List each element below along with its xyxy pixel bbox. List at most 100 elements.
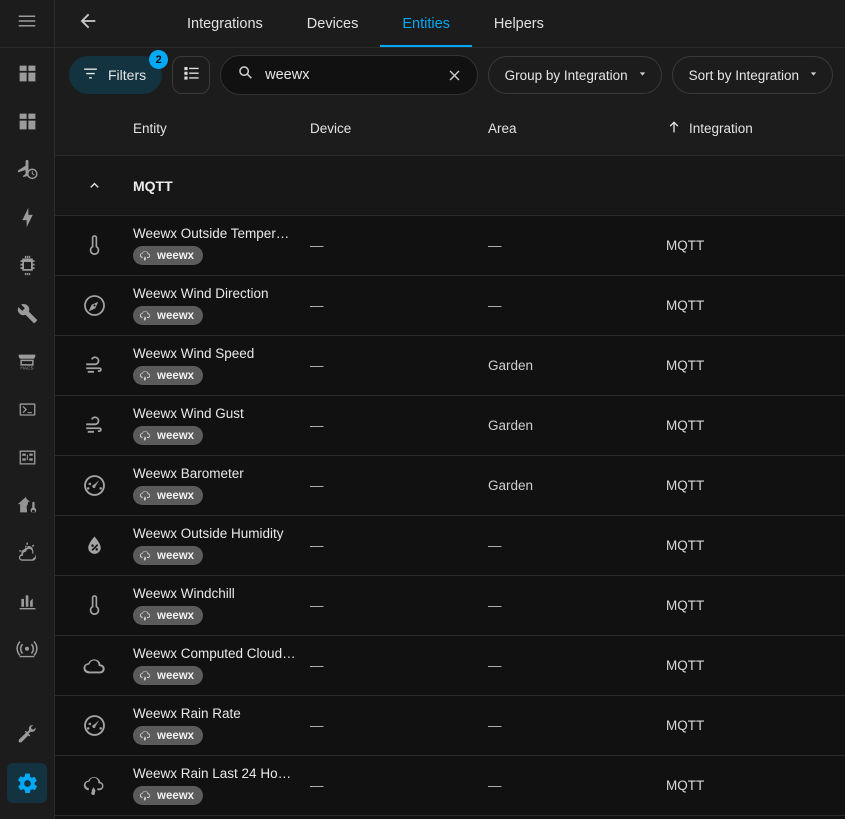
compass-icon — [55, 293, 133, 318]
area-cell: — — [488, 298, 502, 313]
entity-device-badge: weewx — [133, 246, 204, 265]
entity-cell: Weewx Wind Gust weewx — [133, 406, 310, 445]
entity-cell: Weewx Computed Cloud… weewx — [133, 646, 310, 685]
tab-integrations-label: Integrations — [187, 15, 263, 32]
area-cell: Garden — [488, 418, 534, 433]
filters-button[interactable]: Filters 2 — [69, 50, 169, 94]
entity-cell: Weewx Windchill weewx — [133, 586, 310, 625]
entity-cell: Weewx Rain Rate weewx — [133, 706, 310, 745]
table-row[interactable]: Weewx Rain Rate weewx — — MQTT — [55, 696, 845, 756]
entity-name: Weewx Outside Humidity — [133, 526, 284, 541]
entity-device-badge: weewx — [133, 486, 204, 505]
chevron-down-icon — [807, 67, 820, 83]
weather-pouring-icon — [139, 789, 152, 802]
table-header-integration[interactable]: Integration — [666, 119, 845, 138]
thermometer-icon — [55, 233, 133, 258]
weather-pouring-icon — [139, 429, 152, 442]
weather-pouring-icon — [139, 609, 152, 622]
tab-helpers-label: Helpers — [493, 15, 544, 32]
tab-helpers[interactable]: Helpers — [472, 0, 566, 47]
sidebar-item-developer-tools[interactable] — [7, 293, 47, 333]
sidebar-item-hacs[interactable]: HACS — [7, 341, 47, 381]
selection-mode-button[interactable] — [172, 56, 211, 94]
table-row[interactable]: Weewx Rain Last 24 Ho… weewx — — MQTT — [55, 756, 845, 816]
entity-device-badge-label: weewx — [157, 549, 195, 562]
table-header-device[interactable]: Device — [310, 121, 352, 136]
filter-icon — [82, 65, 99, 85]
device-cell: — — [310, 718, 324, 733]
table-row[interactable]: Weewx Barometer weewx — Garden MQTT — [55, 456, 845, 516]
table-row[interactable]: Weewx Wind Direction weewx — — MQTT — [55, 276, 845, 336]
sidebar-item-terminal[interactable] — [7, 389, 47, 429]
gauge-icon — [55, 713, 133, 738]
entity-name: Weewx Wind Gust — [133, 406, 244, 421]
access-point-icon — [16, 638, 38, 660]
table-header-area[interactable]: Area — [488, 121, 517, 136]
back-button[interactable] — [55, 0, 120, 47]
entity-device-badge-label: weewx — [157, 669, 195, 682]
entity-cell: Weewx Outside Temper… weewx — [133, 226, 310, 265]
entity-device-badge-label: weewx — [157, 609, 195, 622]
sidebar-item-home-thermostat[interactable] — [7, 485, 47, 525]
group-by-button[interactable]: Group by Integration — [487, 56, 662, 94]
entity-device-badge-label: weewx — [157, 429, 195, 442]
table-header-entity[interactable]: Entity — [133, 121, 167, 136]
tab-entities[interactable]: Entities — [380, 0, 472, 47]
terminal-icon — [17, 399, 38, 420]
weather-pouring-icon — [55, 773, 133, 798]
chip-icon — [17, 255, 38, 276]
entity-device-badge: weewx — [133, 546, 204, 565]
weather-pouring-icon — [139, 489, 152, 502]
lightning-bolt-icon — [17, 207, 38, 228]
table-row[interactable]: Weewx Wind Gust weewx — Garden MQTT — [55, 396, 845, 456]
table-header-row: Entity Device Area Integration — [55, 102, 845, 156]
sidebar-item-esphome[interactable] — [7, 245, 47, 285]
sidebar-item-developer-tools-bottom[interactable] — [7, 715, 47, 755]
sidebar-item-history[interactable] — [7, 149, 47, 189]
sidebar-items: HACS — [0, 48, 54, 677]
sidebar-item-energy[interactable] — [7, 197, 47, 237]
weather-pouring-icon — [139, 669, 152, 682]
entity-device-badge: weewx — [133, 306, 204, 325]
sidebar-item-broadcast[interactable] — [7, 629, 47, 669]
clear-search-button[interactable] — [446, 67, 463, 84]
search-box[interactable] — [220, 55, 478, 95]
entity-device-badge-label: weewx — [157, 309, 195, 322]
table-row[interactable]: Weewx Wind Speed weewx — Garden MQTT — [55, 336, 845, 396]
table-row[interactable]: Weewx Outside Humidity weewx — — MQTT — [55, 516, 845, 576]
device-cell: — — [310, 538, 324, 553]
device-cell: — — [310, 358, 324, 373]
chevron-up-icon — [55, 177, 133, 194]
tab-integrations[interactable]: Integrations — [165, 0, 285, 47]
entities-table: Entity Device Area Integration MQTT Weew… — [55, 102, 845, 819]
sort-by-button[interactable]: Sort by Integration — [671, 56, 833, 94]
sidebar-item-statistics[interactable] — [7, 581, 47, 621]
area-cell: — — [488, 238, 502, 253]
sidebar-item-overview[interactable] — [7, 53, 47, 93]
entity-device-badge-label: weewx — [157, 729, 195, 742]
entity-device-badge-label: weewx — [157, 789, 195, 802]
airplane-clock-icon — [16, 158, 39, 181]
entity-name: Weewx Wind Speed — [133, 346, 255, 361]
sidebar-item-node-red[interactable] — [7, 437, 47, 477]
filters-button-label: Filters — [108, 67, 147, 83]
sidebar: HACS — [0, 0, 55, 819]
integration-cell: MQTT — [666, 298, 705, 313]
sidebar-menu-button[interactable] — [0, 0, 54, 48]
group-header-mqtt[interactable]: MQTT — [55, 156, 845, 216]
tab-entities-label: Entities — [402, 15, 450, 32]
device-cell: — — [310, 298, 324, 313]
search-input[interactable] — [265, 67, 436, 83]
format-list-checks-icon — [182, 63, 201, 87]
tab-devices[interactable]: Devices — [285, 0, 381, 47]
table-row[interactable]: Weewx Outside Temper… weewx — — MQTT — [55, 216, 845, 276]
table-row[interactable]: Weewx Computed Cloud… weewx — — MQTT — [55, 636, 845, 696]
sitemap-icon — [17, 447, 38, 468]
integration-cell: MQTT — [666, 598, 705, 613]
area-cell: — — [488, 718, 502, 733]
sidebar-item-weather[interactable] — [7, 533, 47, 573]
sidebar-item-dashboard[interactable] — [7, 101, 47, 141]
sidebar-item-settings[interactable] — [7, 763, 47, 803]
table-row[interactable]: Weewx Windchill weewx — — MQTT — [55, 576, 845, 636]
page-header: Integrations Devices Entities Helpers — [55, 0, 845, 48]
